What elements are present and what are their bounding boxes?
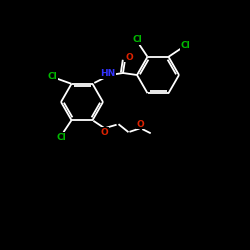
Text: O: O <box>125 52 133 62</box>
Text: O: O <box>136 120 144 129</box>
Text: Cl: Cl <box>180 41 190 50</box>
Text: Cl: Cl <box>132 35 142 44</box>
Text: Cl: Cl <box>56 133 66 142</box>
Text: Cl: Cl <box>48 72 58 81</box>
Text: O: O <box>100 128 108 137</box>
Text: HN: HN <box>100 70 116 78</box>
